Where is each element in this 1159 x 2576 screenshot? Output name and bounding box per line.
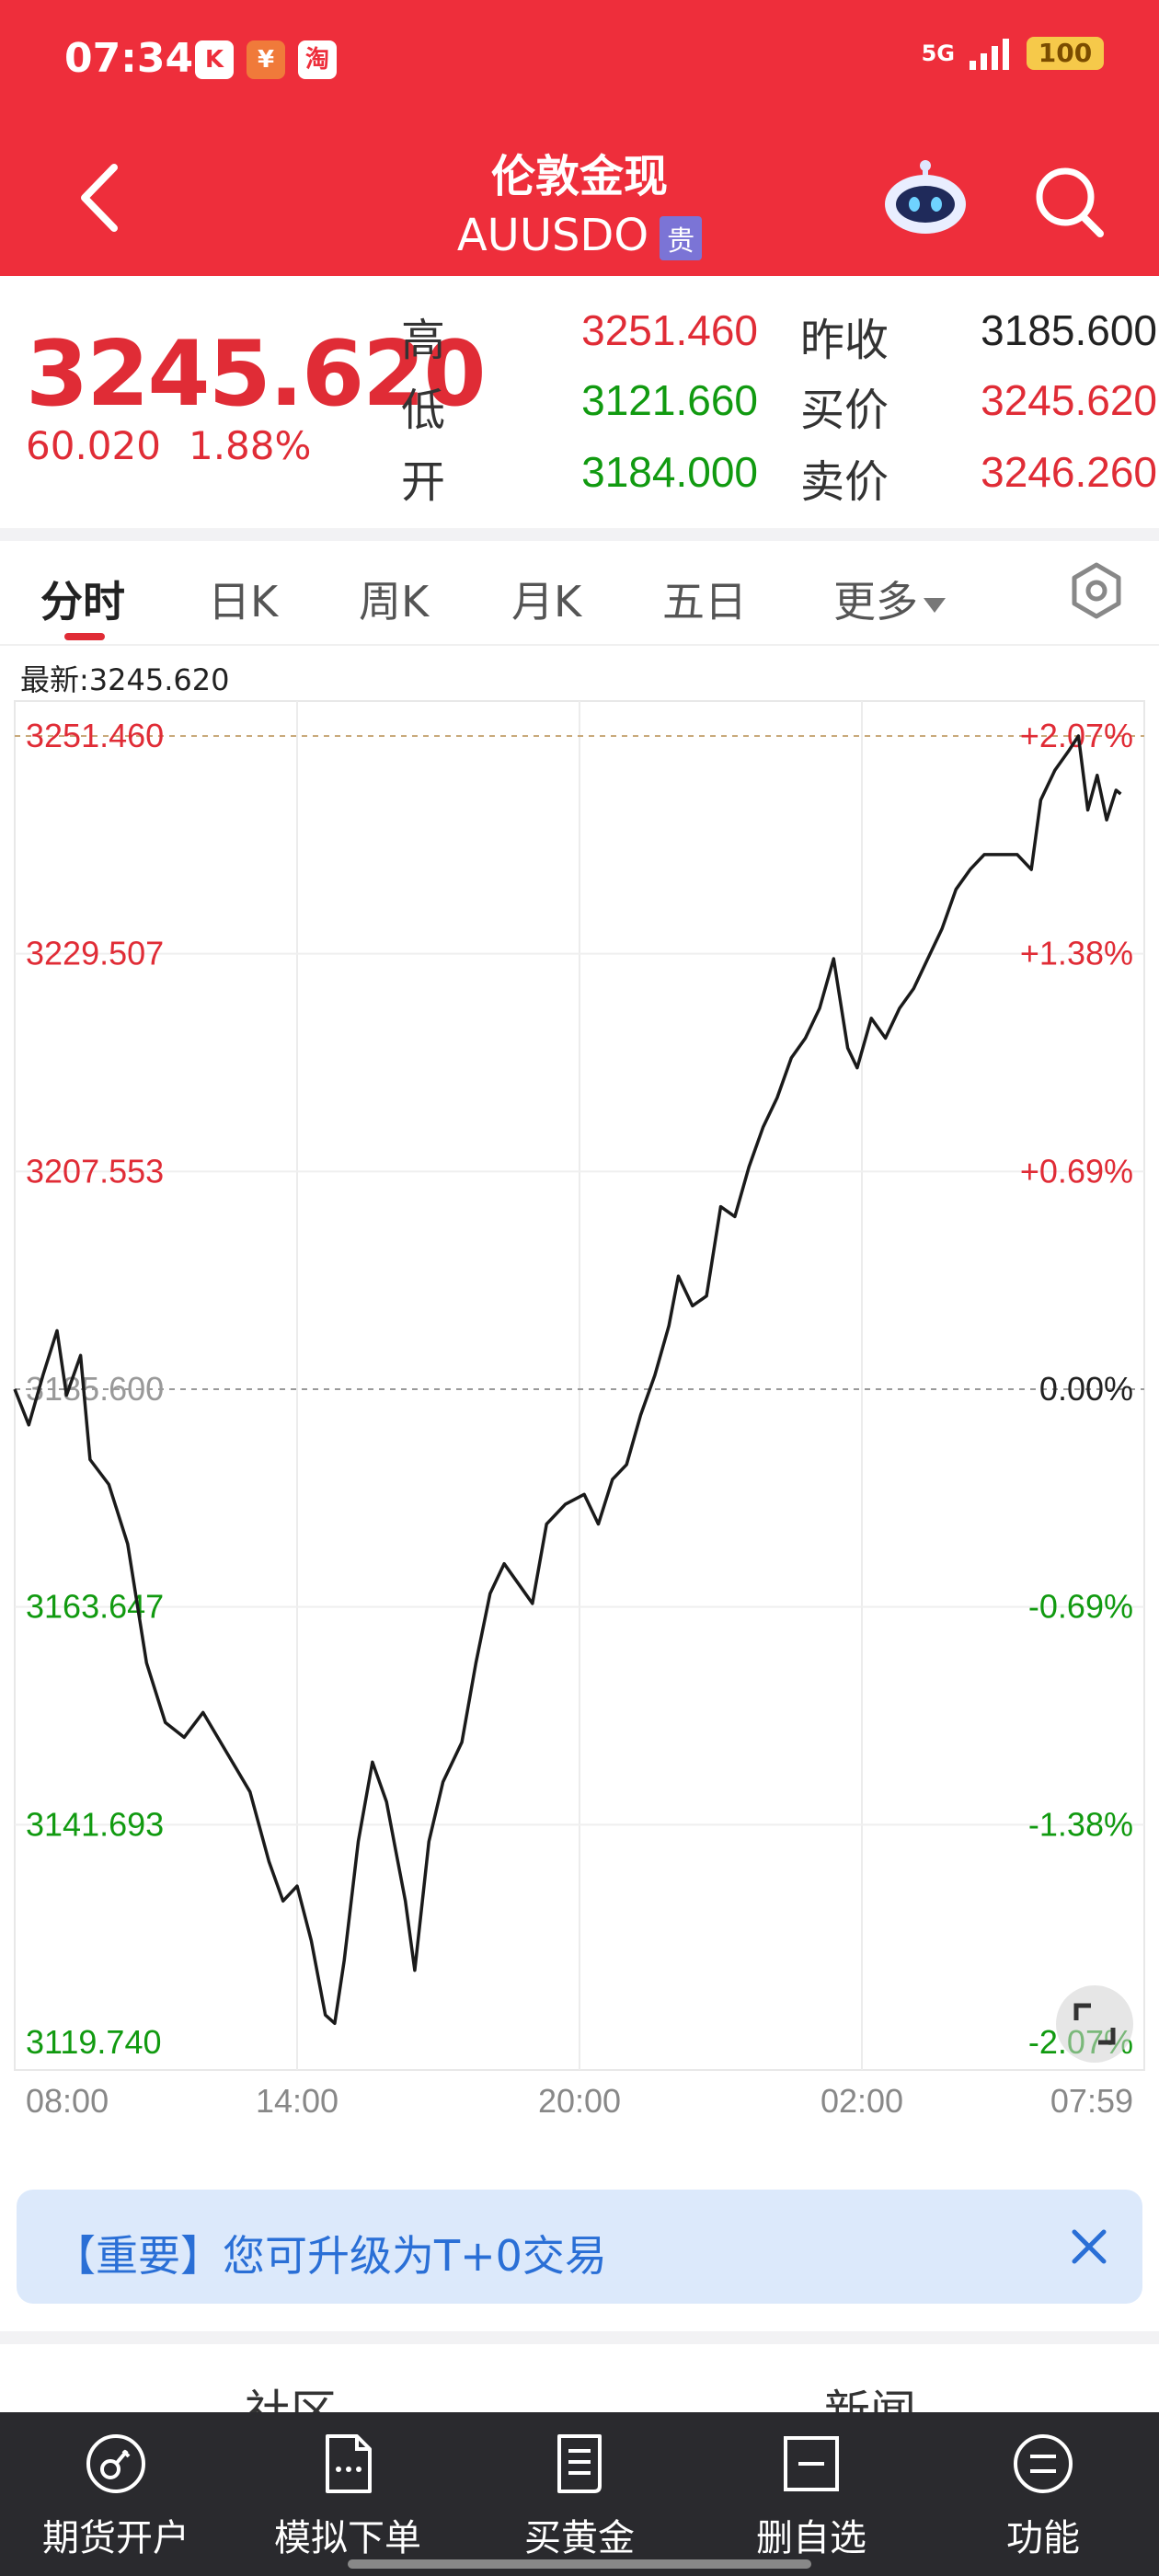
nav-remove-watchlist[interactable]: 删自选 [719,2431,903,2561]
pct-tick-label: -0.69% [1028,1588,1133,1626]
latest-price-readout: 最新:3245.620 [20,662,230,697]
nav-label: 删自选 [756,2517,866,2559]
network-indicator: 5G [921,40,955,66]
remove-watch-icon [784,2436,839,2491]
divider [0,528,1159,541]
menu-icon [1014,2434,1073,2493]
notice-text: 【重要】您可升级为T+0交易 [53,2231,607,2281]
divider [0,644,1159,646]
y-tick-label: 3141.693 [26,1805,164,1843]
quote-panel: 3245.620 60.020 1.88% 高 3251.460 低 3121.6… [0,276,1159,534]
document-icon [326,2434,372,2493]
nav-label: 模拟下单 [274,2517,421,2559]
search-icon[interactable] [1030,162,1107,239]
period-tabs: 分时 日K 周K 月K 五日 更多 [0,541,1159,642]
last-price: 3245.620 [26,322,487,427]
intraday-chart: 3251.460 +2.07% 3229.507 +1.38% 3207.553 +0.6… [13,700,1145,2116]
nav-label: 买黄金 [524,2517,635,2559]
ask-value: 3246.260 [981,448,1157,496]
y-tick-label: 3229.507 [26,935,164,972]
y-tick-label: 3119.740 [26,2023,161,2061]
status-app-icon: 淘 [298,40,337,79]
x-tick-label: 20:00 [538,2082,621,2116]
bottom-nav: 期货开户 模拟下单 买黄金 删自选 功能 [0,2412,1159,2576]
x-tick-label: 07:59 [1050,2082,1133,2116]
chevron-down-icon [924,597,946,613]
x-tick-label: 14:00 [256,2082,339,2116]
nav-functions[interactable]: 功能 [951,2431,1135,2561]
bid-label: 买价 [800,385,889,436]
nav-label: 功能 [1006,2517,1080,2559]
signal-icon [970,39,1009,70]
y-tick-label: 3251.460 [26,717,164,754]
tab-more[interactable]: 更多 [833,569,946,629]
status-app-icon: ¥ [247,40,285,79]
pct-tick-label: +1.38% [1020,935,1133,972]
prev-close-value: 3185.600 [981,306,1157,354]
tab-weekly-k[interactable]: 周K [359,577,430,627]
y-tick-label: 3163.647 [26,1588,164,1626]
app-header: 07:34 K ¥ 淘 5G 100 伦敦金现 AUUSDO 贵 [0,0,1159,276]
active-tab-indicator [64,633,105,640]
price-change: 60.020 1.88% [26,423,339,468]
pct-tick-label: +0.69% [1020,1152,1133,1190]
settings-icon[interactable] [1067,561,1126,620]
pct-tick-label: +2.07% [1020,717,1133,754]
bid-value: 3245.620 [981,376,1157,424]
tab-five-day[interactable]: 五日 [662,577,747,627]
news-icon [557,2434,602,2493]
close-icon[interactable] [1065,2223,1113,2271]
status-app-icon: K [195,40,234,79]
status-time: 07:34 [64,35,194,82]
change-percent: 1.88% [188,423,312,468]
prev-close-label: 昨收 [800,315,889,366]
y-tick-label: 3207.553 [26,1152,164,1190]
tab-monthly-k[interactable]: 月K [511,577,582,627]
tab-intraday[interactable]: 分时 [40,577,125,627]
expand-icon[interactable] [1056,1985,1133,2063]
account-icon [86,2434,145,2493]
nav-open-account[interactable]: 期货开户 [24,2431,208,2561]
divider [0,2331,1159,2344]
page-title: 伦敦金现 [490,151,668,202]
pct-tick-label: 0.00% [1039,1370,1133,1408]
symbol-code: AUUSDO [456,210,649,261]
status-right: 5G 100 [922,37,1104,70]
symbol-row: AUUSDO 贵 [0,210,1159,261]
tab-daily-k[interactable]: 日K [208,577,279,627]
category-badge: 贵 [660,216,703,260]
battery-indicator: 100 [1027,37,1104,70]
nav-label: 期货开户 [42,2517,189,2559]
price-line [13,734,1122,2026]
upgrade-notice[interactable]: 【重要】您可升级为T+0交易 [17,2190,1142,2304]
open-label: 开 [401,456,446,508]
x-tick-label: 02:00 [820,2082,903,2116]
assistant-robot-icon[interactable] [881,158,970,237]
y-tick-label: 3185.600 [26,1370,164,1408]
back-icon[interactable] [74,156,129,239]
high-value: 3251.460 [581,306,758,354]
tab-more-label: 更多 [833,577,918,627]
home-indicator [348,2559,811,2569]
ask-label: 卖价 [800,456,889,508]
open-value: 3184.000 [581,448,758,496]
pct-tick-label: -1.38% [1028,1805,1133,1843]
change-amount: 60.020 [26,423,161,468]
x-tick-label: 08:00 [26,2082,109,2116]
nav-buy-gold[interactable]: 买黄金 [488,2431,671,2561]
low-value: 3121.660 [581,376,758,424]
nav-simulated-order[interactable]: 模拟下单 [256,2431,440,2561]
high-label: 高 [401,315,446,366]
low-label: 低 [401,385,446,436]
